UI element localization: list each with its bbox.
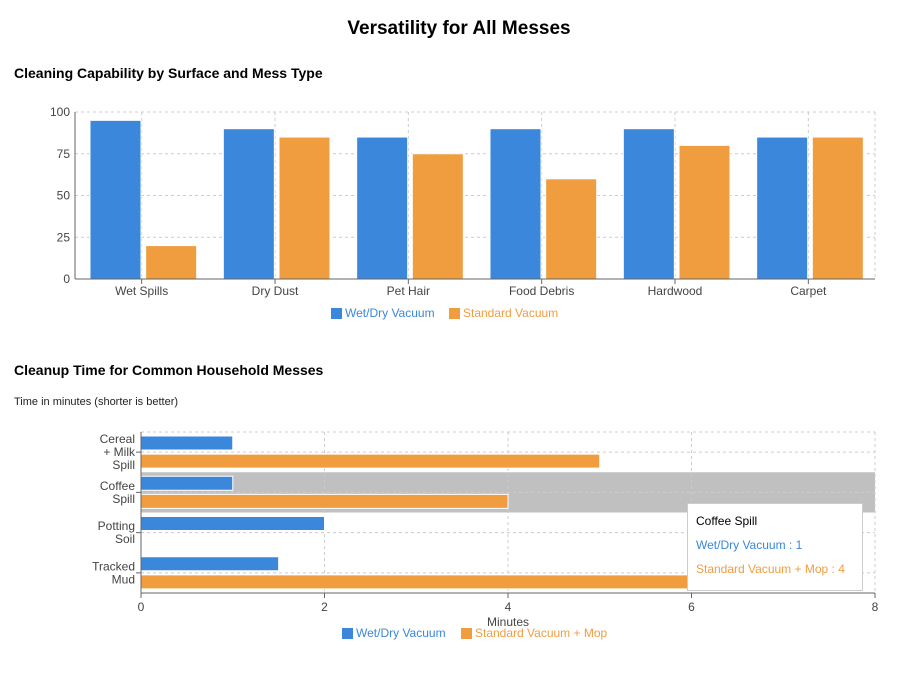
chart2-title: Cleanup Time for Common Household Messes — [14, 362, 324, 378]
x-tick-label: 4 — [505, 600, 512, 614]
x-tick-label: Pet Hair — [387, 284, 430, 298]
tooltip-title: Coffee Spill — [696, 514, 758, 528]
bar-standard-mop[interactable] — [140, 453, 601, 469]
y-tick-label: 0 — [63, 272, 70, 286]
y-tick-label: 25 — [57, 230, 71, 244]
y-tick-label: Cereal + Milk Spill — [100, 432, 136, 472]
legend-label-wet-dry[interactable]: Wet/Dry Vacuum — [356, 626, 446, 640]
bar-wet-dry[interactable] — [140, 516, 325, 531]
y-tick-label: 100 — [50, 105, 70, 119]
bar-standard-mop[interactable] — [140, 574, 692, 590]
bar-wet-dry[interactable] — [489, 128, 542, 280]
bar-wet-dry[interactable] — [222, 128, 275, 280]
legend-swatch-standard — [449, 308, 460, 319]
bar-standard[interactable] — [145, 245, 198, 280]
y-tick-label: 75 — [57, 147, 71, 161]
x-tick-label: Food Debris — [509, 284, 574, 298]
bar-standard[interactable] — [811, 136, 864, 280]
bar-wet-dry[interactable] — [89, 119, 142, 280]
tooltip-standard: Standard Vacuum + Mop : 4 — [696, 562, 845, 576]
page-title: Versatility for All Messes — [347, 18, 571, 39]
bar-wet-dry[interactable] — [140, 475, 234, 491]
y-tick-label: Potting Soil — [98, 519, 135, 546]
x-tick-label: Carpet — [790, 284, 827, 298]
x-tick-label: 2 — [321, 600, 328, 614]
bar-standard[interactable] — [278, 136, 331, 280]
y-tick-label: 50 — [57, 189, 71, 203]
legend-swatch-wet-dry — [331, 308, 342, 319]
x-tick-label: 6 — [688, 600, 695, 614]
bar-wet-dry[interactable] — [140, 556, 280, 572]
bar-standard[interactable] — [411, 153, 464, 280]
x-tick-label: Dry Dust — [252, 284, 299, 298]
tooltip-wet-dry: Wet/Dry Vacuum : 1 — [696, 538, 803, 552]
x-tick-label: Wet Spills — [115, 284, 168, 298]
bar-wet-dry[interactable] — [756, 136, 809, 280]
x-axis-label: Minutes — [487, 615, 529, 629]
bar-standard[interactable] — [545, 178, 598, 280]
x-tick-label: Hardwood — [648, 284, 703, 298]
chart1-title: Cleaning Capability by Surface and Mess … — [14, 65, 323, 81]
chart2-tooltip: Coffee Spill Wet/Dry Vacuum : 1 Standard… — [687, 503, 863, 591]
x-tick-label: 0 — [138, 600, 145, 614]
legend-label-standard[interactable]: Standard Vacuum — [463, 306, 558, 320]
legend-label-wet-dry[interactable]: Wet/Dry Vacuum — [345, 306, 435, 320]
bar-wet-dry[interactable] — [622, 128, 675, 280]
chart2-subtitle: Time in minutes (shorter is better) — [14, 396, 179, 408]
bar-standard[interactable] — [678, 144, 731, 280]
bar-wet-dry[interactable] — [140, 435, 234, 451]
legend-swatch-standard-mop — [461, 628, 472, 639]
bar-wet-dry[interactable] — [356, 136, 409, 280]
y-tick-label: Tracked Mud — [92, 559, 135, 586]
x-tick-label: 8 — [872, 600, 879, 614]
bar-standard-mop[interactable] — [140, 493, 509, 509]
y-tick-label: Coffee Spill — [100, 479, 135, 506]
legend-swatch-wet-dry — [342, 628, 353, 639]
y-axis-label: Effectiveness Score — [27, 90, 41, 196]
legend-label-standard-mop[interactable]: Standard Vacuum + Mop — [475, 626, 608, 640]
